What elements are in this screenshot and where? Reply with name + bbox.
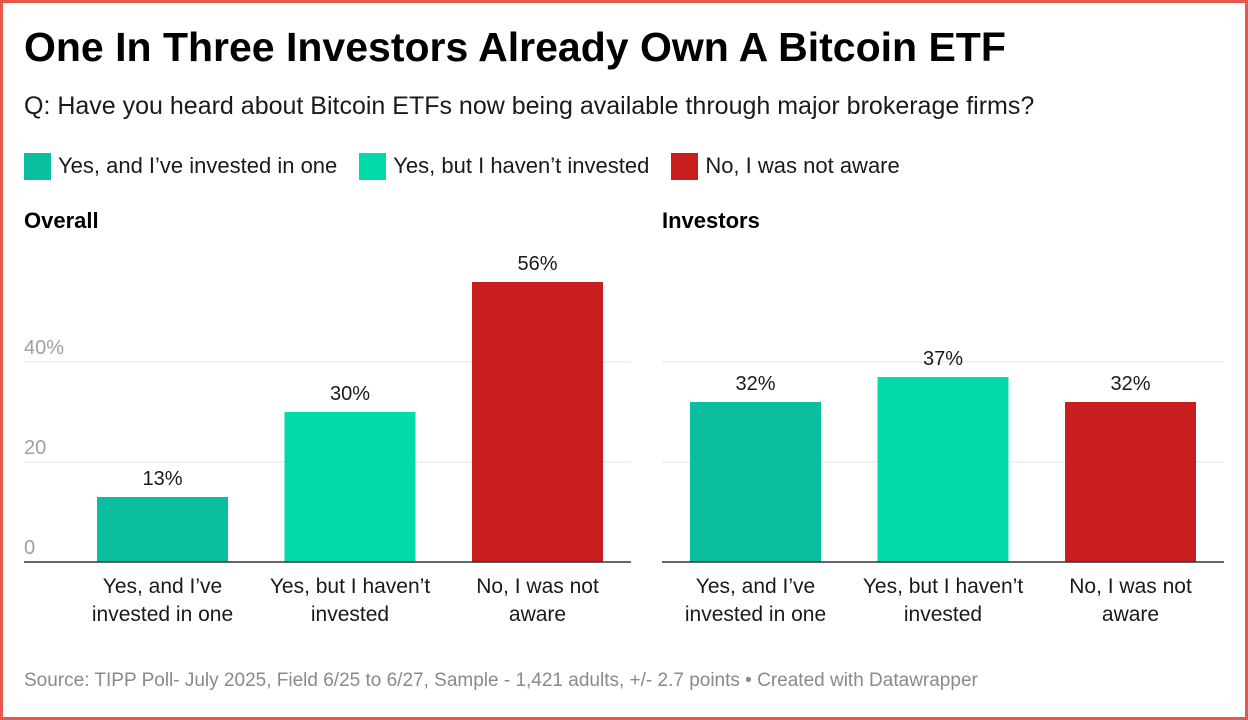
legend-swatch-heard <box>359 152 387 180</box>
bar-overall-2 <box>472 282 603 562</box>
legend-swatch-not-aware <box>671 152 699 180</box>
value-label-investors-0: 32% <box>735 373 775 395</box>
legend-item-heard: Yes, but I haven’t invested <box>359 152 650 180</box>
category-label-overall-0-1: invested in one <box>92 603 233 626</box>
bar-overall-1 <box>284 412 416 562</box>
chart-subtitle: Q: Have you heard about Bitcoin ETFs now… <box>24 92 1035 120</box>
category-label-investors-2-0: No, I was not <box>1069 575 1192 598</box>
source-footer: Source: TIPP Poll- July 2025, Field 6/25… <box>24 670 978 691</box>
y-tick-label-overall-40: 40% <box>24 337 64 359</box>
y-tick-label-overall-0: 0 <box>24 537 35 559</box>
chart-title: One In Three Investors Already Own A Bit… <box>24 24 1006 70</box>
legend-item-not-aware: No, I was not aware <box>671 152 900 180</box>
y-tick-label-overall-20: 20 <box>24 437 46 459</box>
legend-label-heard: Yes, but I haven’t invested <box>393 153 650 178</box>
bar-investors-0 <box>690 402 821 562</box>
value-label-investors-2: 32% <box>1110 373 1150 395</box>
panel-title-investors: Investors <box>662 208 760 233</box>
category-label-investors-1-0: Yes, but I haven’t <box>863 575 1024 598</box>
bar-investors-1 <box>877 377 1009 562</box>
category-label-overall-1-0: Yes, but I haven’t <box>270 575 431 598</box>
legend-item-invested: Yes, and I’ve invested in one <box>24 152 338 180</box>
value-label-overall-1: 30% <box>330 383 370 405</box>
value-label-overall-2: 56% <box>517 253 557 275</box>
category-label-overall-0-0: Yes, and I’ve <box>103 575 222 598</box>
category-label-overall-2-0: No, I was not <box>476 575 599 598</box>
legend-label-invested: Yes, and I’ve invested in one <box>58 153 338 178</box>
legend-label-not-aware: No, I was not aware <box>705 153 900 178</box>
value-label-overall-0: 13% <box>142 468 182 490</box>
category-label-overall-2-1: aware <box>509 603 566 626</box>
category-label-investors-0-0: Yes, and I’ve <box>696 575 815 598</box>
category-label-investors-0-1: invested in one <box>685 603 826 626</box>
bar-overall-0 <box>97 497 228 562</box>
category-label-investors-2-1: aware <box>1102 603 1159 626</box>
legend: Yes, and I’ve invested in one Yes, but I… <box>24 150 922 182</box>
category-label-investors-1-1: invested <box>904 603 982 626</box>
panel-title-overall: Overall <box>24 208 99 233</box>
category-label-overall-1-1: invested <box>311 603 389 626</box>
value-label-investors-1: 37% <box>923 348 963 370</box>
legend-swatch-invested <box>24 152 51 180</box>
bar-investors-2 <box>1065 402 1196 562</box>
